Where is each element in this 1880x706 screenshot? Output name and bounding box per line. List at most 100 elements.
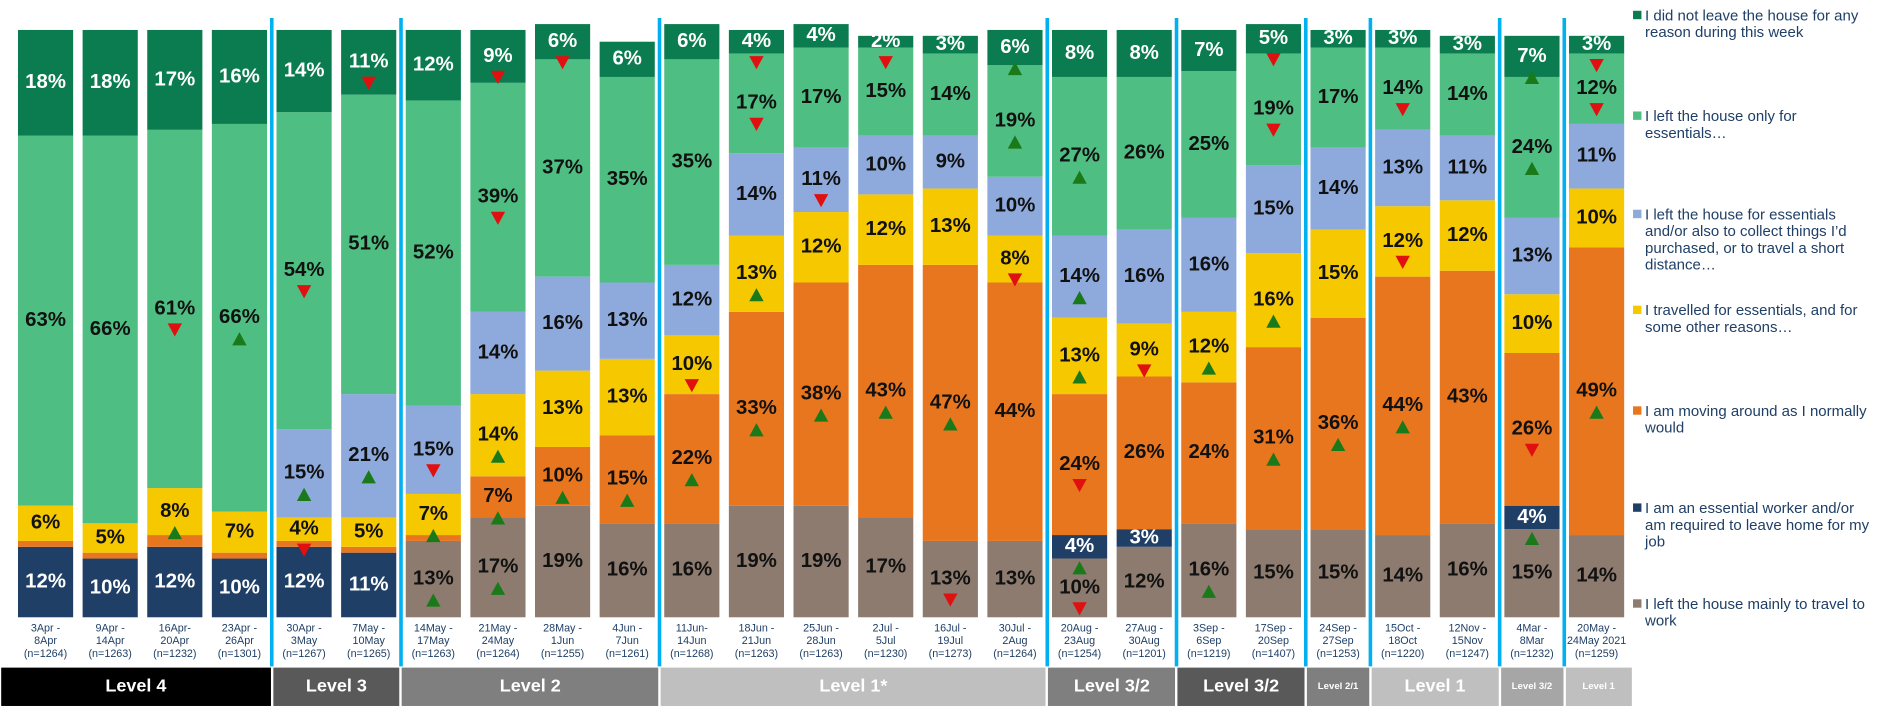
data-label: 11% — [349, 573, 389, 595]
data-label: 27% — [1059, 145, 1100, 167]
bar-segment — [599, 76, 655, 283]
level-label: Level 1* — [819, 676, 888, 697]
data-label: 14% — [478, 424, 519, 446]
data-label: 7% — [1194, 39, 1223, 61]
data-label: 14% — [1059, 265, 1100, 287]
bar-segment — [858, 135, 914, 195]
data-label: 16% — [542, 312, 583, 334]
arrow-down — [1524, 443, 1540, 457]
level-label: Level 3/2 — [1203, 676, 1280, 697]
legend-item: I did not leave the house for any reason… — [1633, 7, 1878, 41]
x-tick-label-line: 30Apr - — [286, 623, 322, 635]
x-tick-label: 9Apr -14Apr (n=1263) — [88, 623, 131, 660]
data-label: 14% — [930, 83, 971, 105]
arrow-up — [943, 417, 958, 431]
bar-segment — [405, 100, 461, 406]
x-tick-label: 16Apr-20Apr (n=1232) — [153, 623, 196, 660]
x-tick-label-line: 24May — [482, 635, 515, 647]
data-label: 6% — [548, 30, 577, 52]
bar-segment — [1245, 529, 1302, 618]
bar-segment — [147, 535, 203, 547]
level-band: Level 2/1 — [1306, 667, 1370, 706]
legend-label: I am moving around as I normally would — [1645, 402, 1867, 437]
data-label: 13% — [607, 309, 648, 331]
bar-segment — [793, 505, 849, 618]
arrow-up — [1072, 370, 1087, 384]
x-tick-label-line: 4Jun - — [612, 623, 642, 635]
data-label: 3% — [1582, 33, 1611, 55]
bar-segment — [793, 24, 849, 48]
arrow-down — [1589, 59, 1604, 73]
data-label: 17% — [736, 92, 777, 114]
bar-segment — [728, 29, 785, 54]
bar-segment — [1439, 523, 1495, 618]
arrow-down — [490, 211, 506, 225]
data-label: 13% — [413, 567, 454, 589]
x-tick-label-line: (n=1220) — [1381, 648, 1424, 660]
x-tick-label-line: (n=1255) — [541, 648, 584, 660]
data-label: 12% — [865, 218, 906, 240]
x-tick-label-line: 30Aug — [1129, 635, 1160, 647]
data-label: 16% — [219, 65, 260, 87]
arrow-down — [167, 323, 183, 337]
x-tick-label-line: 18Oct — [1388, 635, 1417, 647]
data-label: 9% — [936, 150, 965, 172]
bar-segment — [987, 540, 1043, 618]
arrow-down — [1395, 103, 1410, 117]
data-label: 5% — [354, 520, 383, 542]
data-label: 25% — [1188, 133, 1229, 155]
data-label: 21% — [348, 444, 389, 466]
x-tick-label-line: (n=1268) — [670, 648, 713, 660]
data-label: 16% — [1447, 559, 1488, 581]
x-tick-label: 11Jun-14Jun (n=1268) — [670, 623, 713, 660]
x-tick-label-line: 28May - — [543, 623, 582, 635]
data-label: 7% — [1517, 45, 1546, 67]
bar-segment — [1439, 53, 1495, 136]
bar-segment — [17, 135, 74, 506]
x-tick-label-line: 3Apr - — [31, 623, 61, 635]
bar-segment — [1116, 29, 1172, 77]
data-label: 14% — [736, 183, 777, 205]
data-label: 10% — [995, 195, 1036, 217]
legend-swatch — [1633, 406, 1642, 415]
data-label: 12% — [671, 289, 712, 311]
arrow-down — [1137, 364, 1152, 378]
x-tick-label-line: 17Sep - — [1255, 623, 1293, 635]
bar-segment — [922, 264, 978, 541]
data-label: 6% — [31, 512, 60, 534]
bar-segment — [858, 194, 914, 265]
data-label: 14% — [1382, 565, 1423, 587]
bar-segment — [276, 429, 332, 518]
bar-segment — [987, 282, 1043, 541]
data-label: 13% — [542, 397, 583, 419]
data-label: 15% — [413, 438, 454, 460]
arrow-up — [167, 525, 183, 540]
data-label: 16% — [1188, 559, 1229, 581]
data-label: 44% — [995, 400, 1036, 422]
data-label: 12% — [1382, 230, 1423, 252]
x-tick-label-line: (n=1407) — [1252, 648, 1295, 660]
data-label: 15% — [284, 462, 325, 484]
arrow-down — [943, 593, 958, 607]
arrow-up — [749, 423, 764, 437]
bar-segment — [664, 264, 720, 336]
data-label: 4% — [1065, 535, 1094, 557]
x-tick-label-line: 24May 2021 — [1567, 635, 1626, 647]
bar-segment — [728, 153, 785, 236]
bar-segment — [1375, 29, 1431, 48]
x-tick-label: 21May -24May (n=1264) — [476, 623, 519, 660]
data-label: 66% — [90, 318, 131, 340]
x-tick-label-line: 9Apr - — [96, 623, 126, 635]
bar-segment — [1569, 123, 1625, 189]
x-tick-label: 20Aug -23Aug (n=1254) — [1058, 623, 1101, 660]
x-tick-label: 7May -10May (n=1265) — [347, 623, 390, 660]
bar-segment — [1439, 135, 1495, 201]
data-label: 3% — [936, 33, 965, 55]
arrow-up — [1072, 170, 1087, 184]
data-label: 19% — [995, 109, 1036, 131]
data-label: 43% — [865, 380, 906, 402]
arrow-up — [426, 528, 441, 543]
bar-segment — [793, 282, 849, 506]
x-tick-label: 28May -1Jun (n=1255) — [541, 623, 584, 660]
bar-segment — [276, 112, 332, 430]
